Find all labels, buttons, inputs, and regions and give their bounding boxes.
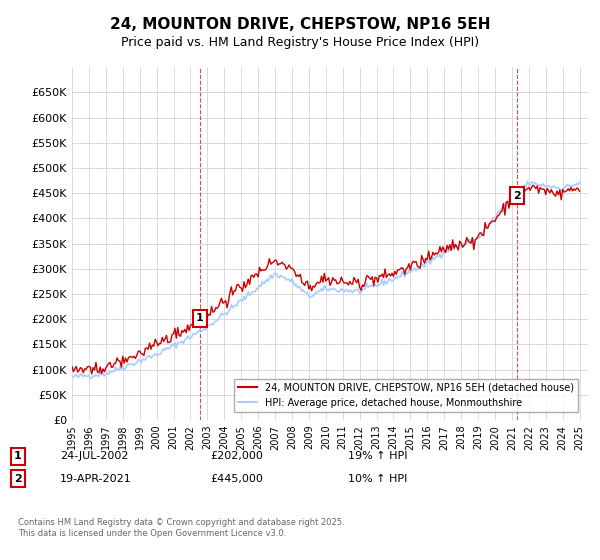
Text: 1: 1	[14, 451, 22, 461]
Text: Contains HM Land Registry data © Crown copyright and database right 2025.
This d: Contains HM Land Registry data © Crown c…	[18, 518, 344, 538]
Legend: 24, MOUNTON DRIVE, CHEPSTOW, NP16 5EH (detached house), HPI: Average price, deta: 24, MOUNTON DRIVE, CHEPSTOW, NP16 5EH (d…	[234, 379, 578, 412]
Text: £445,000: £445,000	[210, 474, 263, 484]
Text: 2: 2	[513, 191, 521, 200]
Text: 19-APR-2021: 19-APR-2021	[60, 474, 132, 484]
Text: Price paid vs. HM Land Registry's House Price Index (HPI): Price paid vs. HM Land Registry's House …	[121, 36, 479, 49]
Text: 10% ↑ HPI: 10% ↑ HPI	[348, 474, 407, 484]
Text: 2: 2	[14, 474, 22, 484]
Text: £202,000: £202,000	[210, 451, 263, 461]
Text: 24-JUL-2002: 24-JUL-2002	[60, 451, 128, 461]
Text: 19% ↑ HPI: 19% ↑ HPI	[348, 451, 407, 461]
Text: 24, MOUNTON DRIVE, CHEPSTOW, NP16 5EH: 24, MOUNTON DRIVE, CHEPSTOW, NP16 5EH	[110, 17, 490, 32]
Text: 1: 1	[196, 313, 203, 323]
